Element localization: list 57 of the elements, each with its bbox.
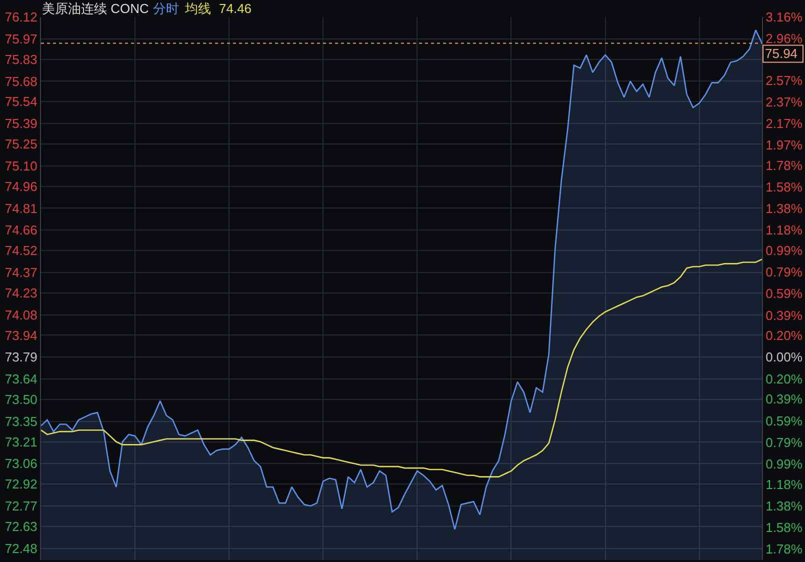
y2-tick-label: 1.78% xyxy=(766,541,803,556)
text: 75.94 xyxy=(765,46,798,61)
y-tick-label: 74.23 xyxy=(4,285,38,300)
y2-tick-label: 0.79% xyxy=(766,264,803,280)
y2-tick-label: 1.18% xyxy=(766,476,803,492)
y2-tick-label: 2.17% xyxy=(766,116,803,132)
y2-tick-label: 0.20% xyxy=(766,328,803,344)
y-tick-label: 72.92 xyxy=(4,476,38,492)
y2-tick-label: 3.16% xyxy=(766,10,803,25)
y2-tick-label: 1.78% xyxy=(766,158,803,174)
y2-tick-label: 0.39% xyxy=(766,308,803,323)
y2-tick-label: 0.20% xyxy=(766,371,803,386)
y2-tick-label: 2.37% xyxy=(766,94,803,110)
y-tick-label: 73.35 xyxy=(4,414,38,429)
y-tick-label: 73.50 xyxy=(4,392,38,407)
y-tick-label: 72.77 xyxy=(4,498,38,514)
y-tick-label: 74.08 xyxy=(4,307,38,322)
y-tick-label: 75.39 xyxy=(4,116,38,132)
y2-tick-label: 1.97% xyxy=(766,138,803,153)
y-tick-label: 72.63 xyxy=(4,518,38,534)
y2-tick-label: 2.96% xyxy=(766,31,803,46)
y-tick-label: 72.48 xyxy=(4,540,38,556)
y-tick-label: 75.54 xyxy=(4,94,38,110)
y2-tick-label: 0.79% xyxy=(766,434,803,450)
y-tick-label: 75.83 xyxy=(4,52,38,67)
y2-tick-label: 1.38% xyxy=(766,498,803,514)
y2-tick-label: 0.99% xyxy=(766,456,803,472)
y2-tick-label: 1.18% xyxy=(766,222,803,238)
y2-tick-label: 1.58% xyxy=(766,180,803,195)
y-tick-label: 74.37 xyxy=(4,264,38,280)
y-tick-label: 74.66 xyxy=(4,222,38,238)
y-tick-label: 76.12 xyxy=(4,10,38,25)
y2-tick-label: 0.59% xyxy=(766,286,803,302)
text: 均线 xyxy=(184,1,211,16)
y2-tick-label: 0.59% xyxy=(766,413,803,428)
y-tick-label: 75.97 xyxy=(4,31,38,46)
y2-tick-label: 0.99% xyxy=(766,243,803,258)
text: 分时 xyxy=(153,1,179,16)
y-tick-label: 73.64 xyxy=(4,372,38,387)
y-tick-label: 75.25 xyxy=(4,136,38,152)
y-tick-label: 75.68 xyxy=(4,74,38,89)
y-tick-label: 73.94 xyxy=(4,328,38,343)
text: 74.46 xyxy=(219,1,252,16)
y-tick-label: 73.79 xyxy=(4,350,38,365)
y2-tick-label: 2.57% xyxy=(766,73,803,88)
y-tick-label: 73.06 xyxy=(4,456,38,472)
y2-tick-label: 0.00% xyxy=(766,350,803,365)
line-series xyxy=(41,258,762,478)
y2-tick-label: 1.58% xyxy=(766,520,803,535)
y-tick-label: 75.10 xyxy=(4,158,38,174)
y-tick-label: 74.52 xyxy=(4,243,38,258)
y-tick-label: 74.96 xyxy=(4,178,38,194)
y2-tick-label: 1.38% xyxy=(766,201,803,216)
y2-tick-label: 0.39% xyxy=(766,392,803,407)
y-tick-label: 73.21 xyxy=(4,434,38,450)
chart-title: 美原油连续 CONC xyxy=(42,1,149,16)
y-tick-label: 74.81 xyxy=(4,200,38,216)
